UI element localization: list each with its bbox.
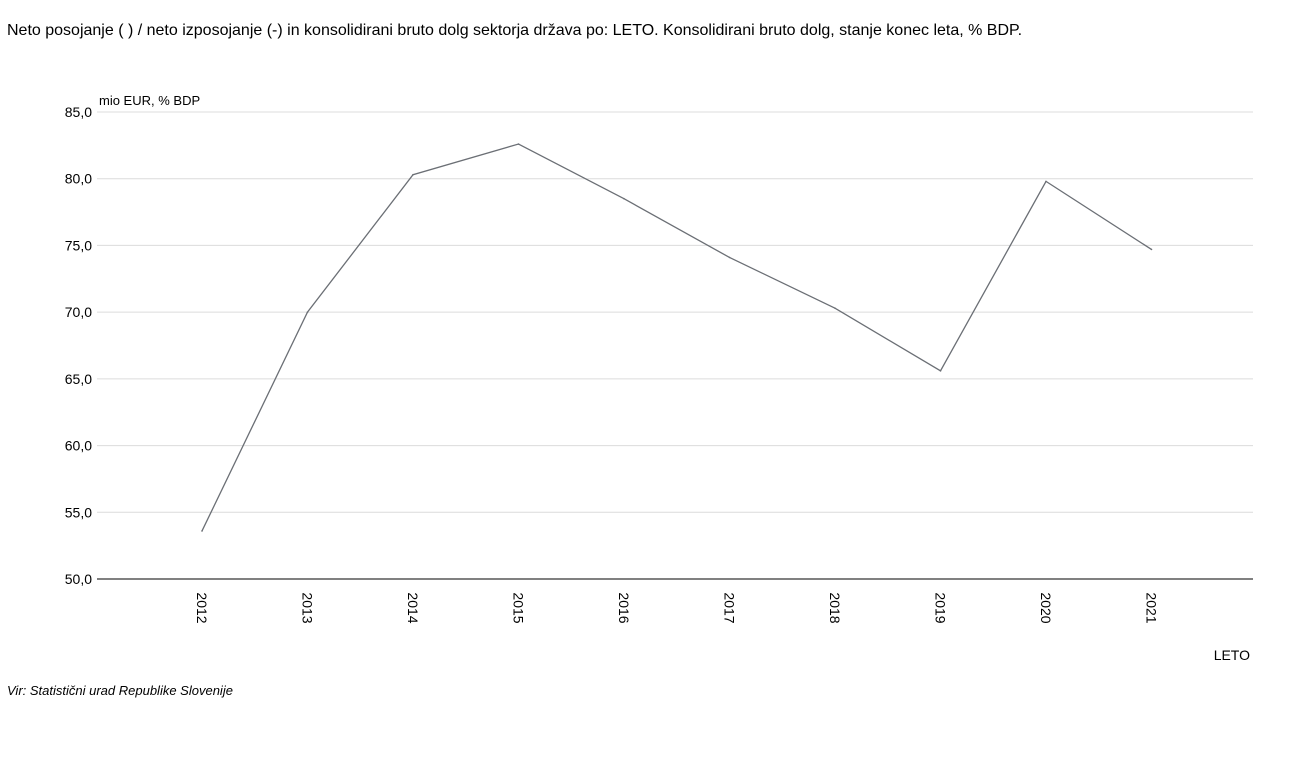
data-point (623, 197, 625, 200)
x-tick-label: 2019 (933, 592, 949, 623)
x-tick-label: 2020 (1038, 592, 1054, 623)
y-tick-label: 85,0 (65, 104, 92, 120)
data-point (201, 530, 203, 532)
data-point (306, 311, 309, 313)
x-axis-title: LETO (1214, 647, 1250, 663)
y-tick-label: 55,0 (65, 504, 92, 520)
x-tick-label: 2021 (1144, 592, 1160, 623)
y-tick-label: 80,0 (65, 171, 92, 187)
y-tick-label: 65,0 (65, 371, 92, 387)
series-line (201, 143, 1152, 532)
x-tick-label: 2016 (616, 592, 632, 623)
data-point (517, 143, 520, 145)
y-tick-label: 70,0 (65, 304, 92, 320)
data-point (939, 370, 942, 372)
source-note: Vir: Statistični urad Republike Slovenij… (7, 683, 233, 698)
data-point (1150, 248, 1153, 251)
x-axis-ticks: 2012 2013 2014 2015 2016 2017 2018 2019 2020 2021 (194, 592, 1160, 623)
data-point (728, 256, 731, 259)
x-tick-label: 2013 (300, 592, 316, 623)
x-tick-label: 2018 (827, 592, 843, 623)
data-point (412, 173, 414, 176)
x-tick-label: 2017 (722, 592, 738, 623)
x-tick-label: 2014 (405, 592, 421, 623)
series-layer (201, 143, 1153, 532)
x-tick-label: 2012 (194, 592, 210, 623)
y-axis-ticks: 50,0 55,0 60,0 65,0 70,0 75,0 80,0 85,0 (65, 104, 92, 587)
data-point (834, 307, 836, 309)
y-axis-title: mio EUR, % BDP (99, 93, 200, 108)
y-tick-label: 75,0 (65, 237, 92, 253)
y-tick-label: 60,0 (65, 438, 92, 454)
chart-title: Neto posojanje ( ) / neto izposojanje (-… (7, 22, 1023, 39)
gridlines (97, 111, 1253, 513)
data-point (1045, 180, 1047, 183)
x-tick-label: 2015 (511, 592, 527, 623)
y-tick-label: 50,0 (65, 571, 92, 587)
